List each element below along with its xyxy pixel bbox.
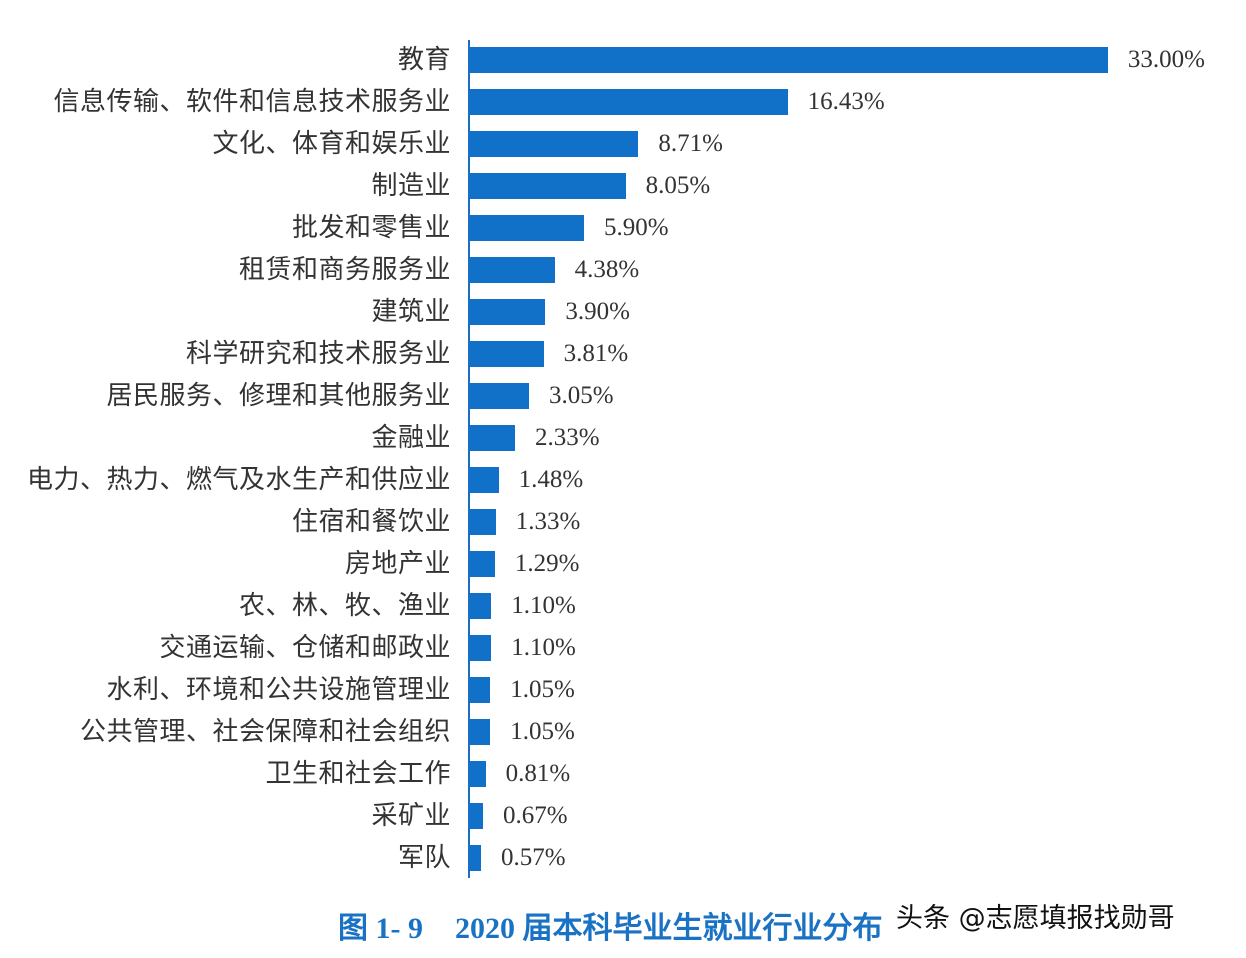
value-label: 5.90%	[604, 214, 669, 241]
value-label: 3.81%	[563, 340, 629, 367]
category-label: 制造业	[371, 171, 451, 201]
value-label: 1.10%	[511, 592, 576, 619]
category-label: 住宿和餐饮业	[291, 507, 451, 537]
bar-row: 采矿业 0.67%	[0, 795, 1246, 837]
value-label: 0.81%	[505, 760, 571, 787]
bar-row: 居民服务、修理和其他服务业 3.05%	[0, 375, 1246, 417]
figure-caption: 图 1- 9 2020 届本科毕业生就业行业分布	[338, 903, 883, 947]
category-label: 军队	[397, 843, 451, 873]
bar	[470, 341, 544, 367]
bar-row: 文化、体育和娱乐业 8.71%	[0, 123, 1246, 165]
watermark: 头条 @志愿填报找勋哥	[896, 903, 1175, 934]
bar	[470, 761, 486, 787]
category-label: 金融业	[371, 423, 451, 453]
value-label: 33.00%	[1127, 46, 1205, 73]
value-label: 8.71%	[658, 130, 723, 157]
bar	[470, 677, 491, 703]
value-label: 1.05%	[510, 718, 575, 745]
value-label: 3.90%	[565, 298, 630, 325]
y-axis-line	[468, 40, 470, 878]
category-label: 教育	[397, 45, 451, 75]
bar	[470, 593, 492, 619]
value-label: 3.05%	[548, 382, 614, 409]
category-label: 租赁和商务服务业	[238, 255, 451, 285]
category-label: 电力、热力、燃气及水生产和供应业	[26, 465, 451, 495]
category-label: 科学研究和技术服务业	[185, 339, 451, 369]
bar	[470, 215, 585, 241]
bar-row: 建筑业 3.90%	[0, 291, 1246, 333]
bar	[470, 299, 546, 325]
value-label: 1.33%	[515, 508, 581, 535]
bar	[470, 803, 483, 829]
category-label: 批发和零售业	[291, 213, 451, 243]
bar	[470, 635, 492, 661]
bar-row: 信息传输、软件和信息技术服务业 16.43%	[0, 81, 1246, 123]
category-label: 农、林、牧、渔业	[238, 591, 451, 621]
bar-row: 卫生和社会工作 0.81%	[0, 753, 1246, 795]
bar	[470, 131, 639, 157]
bar	[470, 719, 491, 745]
bar	[470, 47, 1108, 73]
category-label: 水利、环境和公共设施管理业	[106, 675, 451, 705]
category-label: 交通运输、仓储和邮政业	[159, 633, 451, 663]
value-label: 0.57%	[501, 844, 566, 871]
figure-title: 2020 届本科毕业生就业行业分布	[455, 912, 883, 945]
bar-row: 住宿和餐饮业 1.33%	[0, 501, 1246, 543]
bar-row: 水利、环境和公共设施管理业 1.05%	[0, 669, 1246, 711]
value-label: 1.29%	[514, 550, 580, 577]
bar-row: 教育 33.00%	[0, 39, 1246, 81]
value-label: 2.33%	[535, 424, 600, 451]
bar-row: 科学研究和技术服务业 3.81%	[0, 333, 1246, 375]
bar	[470, 551, 495, 577]
bar-row: 制造业 8.05%	[0, 165, 1246, 207]
bar	[470, 467, 499, 493]
category-label: 建筑业	[371, 297, 451, 327]
bar	[470, 425, 516, 451]
bar	[470, 509, 496, 535]
bar-row: 交通运输、仓储和邮政业 1.10%	[0, 627, 1246, 669]
bar-row: 租赁和商务服务业 4.38%	[0, 249, 1246, 291]
value-label: 1.05%	[510, 676, 575, 703]
value-label: 4.38%	[574, 256, 640, 283]
category-label: 信息传输、软件和信息技术服务业	[53, 87, 451, 117]
bar-row: 房地产业 1.29%	[0, 543, 1246, 585]
value-label: 16.43%	[807, 88, 885, 115]
bar-row: 军队 0.57%	[0, 837, 1246, 879]
bar	[470, 845, 482, 871]
bar-row: 公共管理、社会保障和社会组织 1.05%	[0, 711, 1246, 753]
category-label: 卫生和社会工作	[265, 759, 451, 789]
bar-row: 农、林、牧、渔业 1.10%	[0, 585, 1246, 627]
category-label: 采矿业	[371, 801, 451, 831]
category-label: 房地产业	[344, 549, 451, 579]
value-label: 0.67%	[502, 802, 568, 829]
value-label: 8.05%	[645, 172, 711, 199]
value-label: 1.10%	[511, 634, 576, 661]
category-label: 文化、体育和娱乐业	[212, 129, 451, 159]
bar	[470, 173, 626, 199]
bar-row: 金融业 2.33%	[0, 417, 1246, 459]
figure-number: 图 1- 9	[338, 912, 423, 945]
value-label: 1.48%	[518, 466, 584, 493]
bar-row: 电力、热力、燃气及水生产和供应业 1.48%	[0, 459, 1246, 501]
bar	[470, 89, 788, 115]
bar	[470, 257, 555, 283]
category-label: 居民服务、修理和其他服务业	[106, 381, 451, 411]
bar	[470, 383, 529, 409]
bar-row: 批发和零售业 5.90%	[0, 207, 1246, 249]
category-label: 公共管理、社会保障和社会组织	[79, 717, 451, 747]
